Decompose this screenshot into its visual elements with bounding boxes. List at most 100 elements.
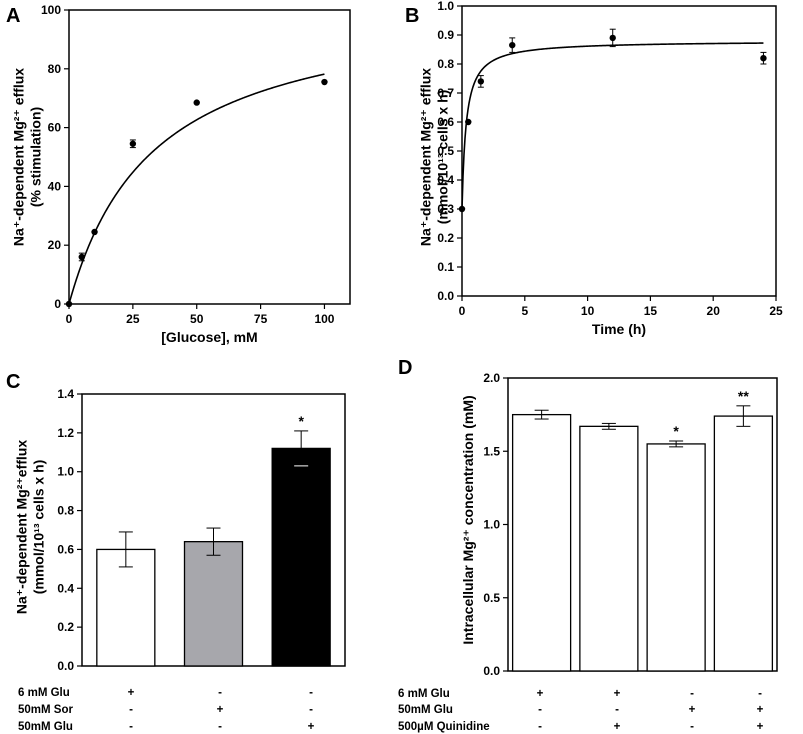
y-tick-label: 2.0 bbox=[483, 371, 500, 385]
y-axis-label-line: Na⁺-dependent Mg²⁺efflux bbox=[14, 440, 30, 614]
fit-curve bbox=[68, 73, 325, 305]
x-tick-label: 0 bbox=[66, 312, 73, 326]
y-tick-label: 0 bbox=[54, 297, 61, 311]
condition-mark: - bbox=[129, 721, 133, 733]
bar bbox=[579, 425, 639, 672]
condition-mark: + bbox=[757, 721, 764, 733]
y-tick-label: 1.0 bbox=[437, 0, 454, 13]
condition-label: 500µM Quinidine bbox=[398, 721, 490, 733]
axes-frame bbox=[68, 9, 351, 305]
x-axis-label: Time (h) bbox=[592, 321, 646, 337]
x-tick-label: 0 bbox=[459, 304, 466, 318]
panel-letter-c: C bbox=[6, 371, 20, 393]
x-tick-label: 10 bbox=[581, 304, 595, 318]
condition-mark: - bbox=[538, 721, 542, 733]
fit-curve bbox=[461, 42, 764, 210]
condition-mark: - bbox=[538, 704, 542, 716]
y-tick-label: 0.8 bbox=[437, 57, 454, 71]
condition-mark: + bbox=[128, 687, 135, 699]
data-point bbox=[65, 300, 73, 308]
data-point bbox=[760, 55, 767, 62]
axes-frame bbox=[461, 5, 777, 297]
y-tick-label: 60 bbox=[48, 121, 62, 135]
y-tick-label: 0.7 bbox=[437, 86, 454, 100]
data-point bbox=[465, 118, 472, 126]
panel-a: 0 20 40 60 80 100 0 25 50 75 100 [Glucose], mM Na⁺-d… bbox=[11, 3, 351, 345]
y-tick-label: 0.0 bbox=[483, 664, 500, 678]
x-tick-label: 75 bbox=[254, 312, 268, 326]
y-tick-label: 0.2 bbox=[57, 620, 74, 634]
y-axis-label-line: (mmol/10¹³ cells x h) bbox=[435, 90, 451, 225]
condition-mark: - bbox=[309, 704, 313, 716]
y-axis-label: Na⁺-dependent Mg²⁺ efflux(mmol/10¹³ cell… bbox=[418, 68, 451, 246]
condition-mark: + bbox=[689, 704, 696, 716]
bar bbox=[96, 548, 156, 667]
y-tick-label: 0.0 bbox=[57, 659, 74, 673]
condition-mark: + bbox=[537, 688, 544, 700]
bar bbox=[646, 443, 706, 672]
data-point bbox=[91, 228, 98, 236]
data-point bbox=[78, 253, 85, 261]
y-axis-label-line: (mmol/10¹³ cells x h) bbox=[31, 460, 47, 595]
significance-marker: ** bbox=[738, 388, 749, 404]
condition-label: 6 mM Glu bbox=[398, 688, 450, 700]
significance-marker: * bbox=[298, 413, 304, 429]
y-axis-label: Intracellular Mg²⁺ concentration (mM) bbox=[460, 395, 476, 644]
x-tick-label: 5 bbox=[521, 304, 528, 318]
data-point bbox=[509, 41, 516, 49]
condition-mark: + bbox=[614, 721, 621, 733]
y-tick-label: 0.8 bbox=[57, 504, 74, 518]
condition-mark: - bbox=[758, 688, 762, 700]
condition-mark: - bbox=[615, 704, 619, 716]
condition-label: 50mM Glu bbox=[18, 721, 73, 733]
y-tick-label: 0.6 bbox=[57, 542, 74, 556]
y-tick-label: 20 bbox=[48, 238, 62, 252]
panel-d: 0.00.51.01.52.0***6 mM Glu + + - -50mM Glu - -… bbox=[398, 371, 778, 733]
data-point bbox=[609, 34, 616, 42]
y-tick-label: 100 bbox=[41, 3, 61, 17]
bar bbox=[183, 541, 244, 667]
y-tick-label: 1.2 bbox=[57, 426, 74, 440]
y-axis-label-line: Na⁺-dependent Mg²⁺ efflux bbox=[418, 68, 434, 246]
condition-mark: + bbox=[308, 721, 315, 733]
y-axis-label: Na⁺-dependent Mg²⁺efflux(mmol/10¹³ cells… bbox=[14, 440, 47, 614]
y-tick-label: 1.4 bbox=[57, 387, 74, 401]
data-point bbox=[477, 78, 485, 85]
y-tick-label: 0.6 bbox=[437, 115, 454, 129]
y-tick-label: 0.5 bbox=[483, 591, 500, 605]
bar bbox=[511, 413, 572, 672]
y-tick-label: 40 bbox=[48, 179, 62, 193]
y-tick-label: 0.9 bbox=[437, 28, 454, 42]
y-axis-label: Na⁺-dependent Mg²⁺ efflux(% stimulation) bbox=[11, 68, 44, 246]
condition-mark: + bbox=[614, 688, 621, 700]
data-point bbox=[129, 140, 137, 147]
condition-mark: - bbox=[309, 687, 313, 699]
y-tick-label: 0.4 bbox=[437, 173, 454, 187]
y-tick-label: 0.3 bbox=[437, 202, 454, 216]
bar bbox=[271, 447, 331, 667]
panel-letter-a: A bbox=[6, 5, 20, 27]
panel-b: 0.0 0.1 0.2 0.3 0.4 0.5 0.6 0.7 0.8 0.9 1.0 0 5 10 15 2… bbox=[418, 0, 783, 337]
y-tick-label: 0.2 bbox=[437, 231, 454, 245]
condition-mark: - bbox=[218, 721, 222, 733]
x-tick-label: 25 bbox=[769, 304, 783, 318]
y-tick-label: 80 bbox=[48, 62, 62, 76]
condition-mark: + bbox=[217, 704, 224, 716]
data-point bbox=[193, 99, 200, 106]
x-tick-label: 20 bbox=[707, 304, 721, 318]
condition-mark: - bbox=[690, 688, 694, 700]
x-tick-label: 15 bbox=[644, 304, 658, 318]
condition-label: 50mM Sor bbox=[18, 704, 73, 716]
condition-mark: - bbox=[218, 687, 222, 699]
condition-mark: - bbox=[129, 704, 133, 716]
y-tick-label: 0.4 bbox=[57, 581, 74, 595]
y-axis-label-line: Na⁺-dependent Mg²⁺ efflux bbox=[11, 68, 27, 246]
condition-mark: + bbox=[757, 704, 764, 716]
panel-letter-d: D bbox=[398, 357, 412, 379]
panel-c: 0.0 0.2 0.4 0.6 0.8 1.0 1.2 1.4 * 6 mM Glu + - - 50mM… bbox=[14, 387, 346, 733]
x-tick-label: 100 bbox=[314, 312, 334, 326]
y-axis-label-line: Intracellular Mg²⁺ concentration (mM) bbox=[460, 395, 476, 644]
condition-mark: - bbox=[690, 721, 694, 733]
y-tick-label: 1.0 bbox=[57, 465, 74, 479]
